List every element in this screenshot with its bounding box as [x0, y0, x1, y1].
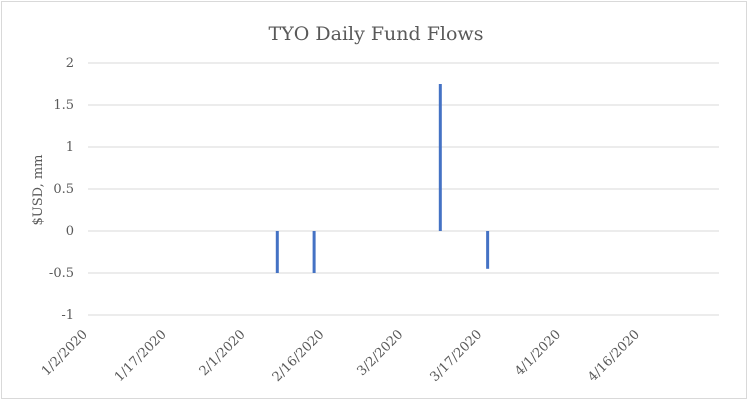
x-axis-ticks: 1/2/2020 1/17/2020 2/1/2020 2/16/2020 3/2/20… — [39, 327, 643, 385]
x-tick-label: 2/1/2020 — [197, 327, 249, 379]
y-tick-label: 2 — [66, 56, 74, 71]
chart-title: TYO Daily Fund Flows — [269, 23, 484, 45]
x-tick-label: 3/17/2020 — [427, 327, 485, 385]
y-tick-label: 0 — [66, 224, 74, 239]
x-tick-label: 4/1/2020 — [512, 327, 564, 379]
y-axis-ticks: 2 1.5 1 0.5 0 -0.5 -1 — [49, 56, 74, 323]
x-tick-label: 1/2/2020 — [39, 327, 91, 379]
y-tick-label: 1 — [66, 140, 74, 155]
x-tick-label: 2/16/2020 — [270, 327, 328, 385]
x-tick-label: 3/2/2020 — [354, 327, 406, 379]
bars — [275, 84, 490, 273]
gridlines — [88, 62, 719, 316]
bar — [438, 84, 442, 231]
y-tick-label: -0.5 — [49, 266, 74, 281]
x-tick-label: 1/17/2020 — [112, 327, 170, 385]
bar — [312, 231, 316, 273]
x-tick-label: 4/16/2020 — [585, 327, 643, 385]
y-tick-label: -1 — [61, 308, 74, 323]
y-tick-label: 1.5 — [53, 98, 74, 113]
y-axis-label: $USD, mm — [31, 154, 46, 225]
fund-flows-chart: TYO Daily Fund Flows $USD, mm 2 1.5 1 0.5 0 -… — [31, 23, 719, 385]
y-tick-label: 0.5 — [53, 182, 74, 197]
bar — [275, 231, 279, 273]
chart-frame: TYO Daily Fund Flows $USD, mm 2 1.5 1 0.5 0 -… — [1, 1, 747, 399]
bar — [486, 231, 490, 269]
